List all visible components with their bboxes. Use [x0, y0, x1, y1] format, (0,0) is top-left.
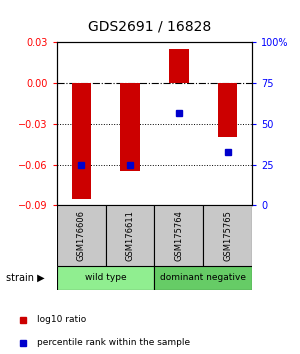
Text: GSM176606: GSM176606 — [77, 210, 86, 261]
Text: GSM175764: GSM175764 — [174, 210, 183, 261]
Text: wild type: wild type — [85, 273, 127, 282]
Bar — [154, 266, 252, 290]
Text: percentile rank within the sample: percentile rank within the sample — [37, 338, 190, 347]
Text: GSM175765: GSM175765 — [223, 210, 232, 261]
Text: dominant negative: dominant negative — [160, 273, 246, 282]
Bar — [120, 83, 140, 171]
Bar — [203, 205, 252, 266]
Bar — [154, 205, 203, 266]
Text: log10 ratio: log10 ratio — [37, 315, 86, 324]
Bar — [57, 205, 106, 266]
Bar — [72, 83, 91, 199]
Bar — [169, 49, 189, 83]
Bar — [106, 205, 154, 266]
Text: GDS2691 / 16828: GDS2691 / 16828 — [88, 19, 212, 34]
Text: GSM176611: GSM176611 — [126, 210, 135, 261]
Bar — [218, 83, 237, 137]
Text: strain ▶: strain ▶ — [6, 273, 45, 283]
Bar — [57, 266, 154, 290]
